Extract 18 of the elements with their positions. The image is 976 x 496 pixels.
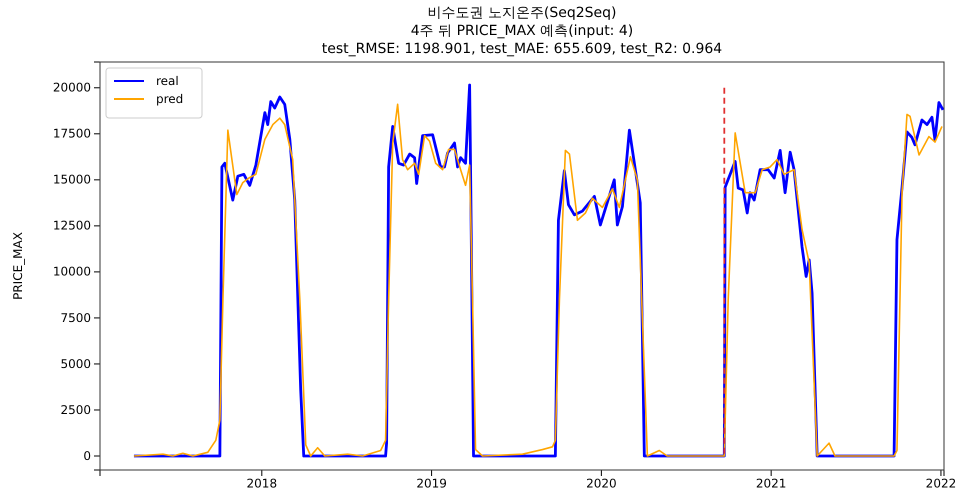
y-axis-title: PRICE_MAX [11,232,25,300]
y-tick-label: 17500 [52,126,91,141]
y-tick-label: 5000 [60,356,91,371]
x-tick-label: 2020 [586,476,617,491]
legend-label: real [156,74,179,88]
y-tick-label: 7500 [60,310,91,325]
x-tick-label: 2022 [926,476,956,491]
legend-label: pred [156,92,184,106]
y-tick-label: 15000 [52,172,91,187]
x-tick-label: 2019 [416,476,447,491]
y-tick-label: 10000 [52,264,91,279]
x-tick-label: 2018 [246,476,278,491]
y-tick-label: 2500 [60,402,91,417]
y-tick-label: 12500 [52,218,91,233]
chart-title: 비수도권 노지온주(Seq2Seq) 4주 뒤 PRICE_MAX 예측(input: 4) test_RMSE: 1198.901, test_MAE: 655.609, test_R2: 0.964 [322,5,722,57]
y-tick-label: 20000 [52,80,91,95]
y-tick-label: 0 [83,448,91,463]
x-tick-label: 2021 [756,476,786,491]
